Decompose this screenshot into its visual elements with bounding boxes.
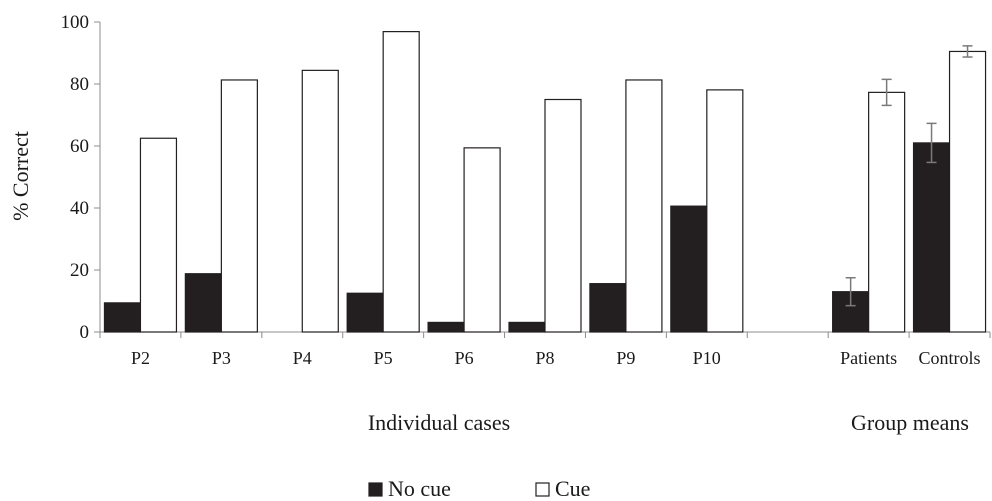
y-tick-label: 40	[70, 198, 89, 219]
bar-cue-p4	[301, 69, 339, 333]
legend-label-cue: Cue	[555, 476, 590, 501]
legend: No cue Cue	[368, 476, 590, 501]
legend-swatch-cue	[535, 482, 550, 497]
bar-cue-patients	[868, 91, 906, 333]
category-labels: P2 P3 P4 P5 P6 P8 P9 P10 Patients Controls	[131, 348, 981, 368]
category-label-p9: P9	[616, 348, 635, 368]
legend-label-no-cue: No cue	[388, 476, 451, 501]
bar-cue-p2	[139, 137, 178, 333]
bar-no-cue-p9	[589, 283, 627, 333]
bar-cue-p9	[625, 79, 663, 333]
y-axis: 0 20 40 60 80 100	[61, 12, 101, 343]
category-label-p2: P2	[131, 348, 150, 368]
bar-cue-controls	[948, 50, 987, 333]
bar-cue-p8	[544, 98, 582, 333]
bar-cue-p6	[463, 147, 501, 333]
y-tick-label: 100	[61, 12, 90, 33]
bar-no-cue-p2	[103, 302, 142, 333]
bar-cue-p5	[382, 31, 420, 333]
bar-no-cue-p3	[184, 273, 222, 333]
error-bars	[845, 45, 973, 307]
category-label-p4: P4	[293, 348, 312, 368]
y-tick-label: 60	[70, 136, 89, 157]
y-tick-label: 0	[80, 322, 90, 343]
category-label-p6: P6	[455, 348, 474, 368]
y-axis-title: % Correct	[8, 131, 33, 221]
bar-no-cue-p6	[427, 321, 465, 333]
y-tick-label: 80	[70, 74, 89, 95]
bar-cue-p10	[706, 89, 744, 333]
x-axis	[99, 331, 991, 338]
bars	[103, 31, 987, 333]
bar-cue-p3	[220, 79, 258, 333]
legend-swatch-no-cue	[368, 482, 383, 497]
bar-no-cue-p8	[508, 321, 546, 333]
bar-no-cue-p10	[670, 205, 708, 333]
category-label-p5: P5	[374, 348, 393, 368]
category-label-p3: P3	[212, 348, 231, 368]
bar-no-cue-p5	[346, 292, 384, 333]
y-tick-label: 20	[70, 260, 89, 281]
category-label-patients: Patients	[840, 348, 897, 368]
group-labels: Individual cases Group means	[368, 410, 969, 435]
category-label-controls: Controls	[919, 348, 981, 368]
category-label-p8: P8	[535, 348, 554, 368]
group-label-group-means: Group means	[851, 410, 969, 435]
group-label-individual-cases: Individual cases	[368, 410, 510, 435]
bar-no-cue-controls	[912, 142, 951, 333]
category-label-p10: P10	[693, 348, 721, 368]
